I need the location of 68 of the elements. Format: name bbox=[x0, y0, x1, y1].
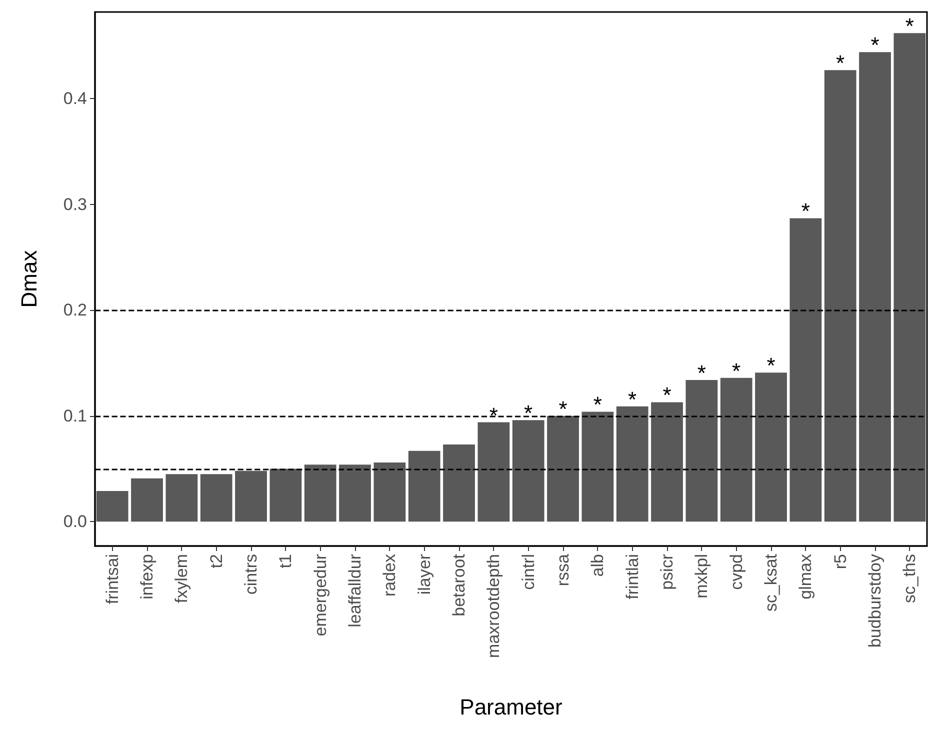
x-tick-label: budburstdoy bbox=[866, 554, 884, 648]
y-tick-label: 0.4 bbox=[63, 89, 87, 108]
data-label: * bbox=[766, 353, 776, 378]
data-label: * bbox=[870, 32, 880, 58]
x-tick-label: glmax bbox=[796, 554, 816, 600]
y-tick-label: 0.1 bbox=[63, 406, 87, 426]
x-tick-label: betaroot bbox=[450, 554, 468, 616]
data-label: * bbox=[628, 386, 638, 412]
bar bbox=[339, 464, 371, 522]
bar bbox=[443, 444, 475, 522]
x-tick-label: rssa bbox=[554, 553, 572, 586]
data-label: * bbox=[558, 396, 568, 422]
data-label: * bbox=[732, 358, 742, 384]
data-label: * bbox=[697, 360, 706, 386]
bar bbox=[235, 470, 267, 522]
y-tick-label: 0.3 bbox=[63, 194, 87, 214]
data-label: * bbox=[524, 400, 534, 426]
x-tick-label: emergedur bbox=[310, 554, 330, 636]
x-tick-label: t2 bbox=[206, 554, 226, 568]
bar bbox=[616, 406, 648, 522]
x-tick-label: infexp bbox=[138, 554, 156, 600]
data-label: * bbox=[662, 382, 672, 408]
y-tick-label: 0.2 bbox=[63, 300, 87, 320]
x-tick-label: psicr bbox=[658, 554, 676, 590]
bar bbox=[304, 464, 336, 522]
bar bbox=[96, 491, 128, 522]
x-tick-label: cvpd bbox=[726, 554, 746, 590]
data-label: * bbox=[836, 50, 846, 76]
bar bbox=[859, 52, 891, 522]
x-tick-label: cintrs bbox=[242, 554, 260, 595]
x-tick-label: r5 bbox=[830, 554, 850, 570]
x-tick-label: frintlai bbox=[622, 554, 642, 600]
x-tick-label: sc_ths bbox=[900, 554, 920, 604]
bar bbox=[270, 468, 302, 522]
bar bbox=[166, 474, 198, 522]
x-tick-label: ilayer bbox=[414, 554, 434, 595]
x-tick-label: frintsai bbox=[102, 554, 122, 604]
x-tick-label: sc_ksat bbox=[762, 554, 780, 612]
bar bbox=[582, 412, 614, 522]
bar bbox=[755, 372, 787, 522]
bar bbox=[408, 450, 440, 522]
x-tick-label: maxrootdepth bbox=[484, 554, 504, 658]
x-tick-label: alb bbox=[588, 554, 608, 577]
bar bbox=[894, 33, 926, 522]
bar bbox=[478, 422, 510, 522]
bar bbox=[720, 378, 752, 522]
bar bbox=[790, 218, 822, 522]
x-tick-label: leaffalldur bbox=[346, 554, 364, 628]
y-axis-title: Dmax bbox=[16, 250, 42, 308]
data-label: * bbox=[905, 14, 914, 39]
bar bbox=[512, 420, 544, 522]
bar bbox=[131, 478, 163, 522]
bar bbox=[824, 70, 856, 522]
y-tick-label: 0.0 bbox=[63, 512, 87, 532]
x-tick-label: radex bbox=[380, 554, 400, 597]
bar bbox=[200, 474, 232, 522]
data-label: * bbox=[489, 402, 498, 428]
data-label: * bbox=[593, 392, 602, 418]
bar bbox=[547, 416, 579, 522]
x-tick-label: mxkpl bbox=[692, 554, 712, 598]
bar bbox=[651, 402, 683, 522]
bar bbox=[374, 462, 406, 522]
x-tick-label: cintrl bbox=[518, 554, 538, 590]
x-tick-label: t1 bbox=[276, 554, 296, 568]
bar bbox=[686, 380, 718, 522]
data-label: * bbox=[801, 198, 810, 224]
x-axis-title: Parameter bbox=[460, 694, 562, 720]
x-tick-label: fxylem bbox=[172, 554, 192, 604]
